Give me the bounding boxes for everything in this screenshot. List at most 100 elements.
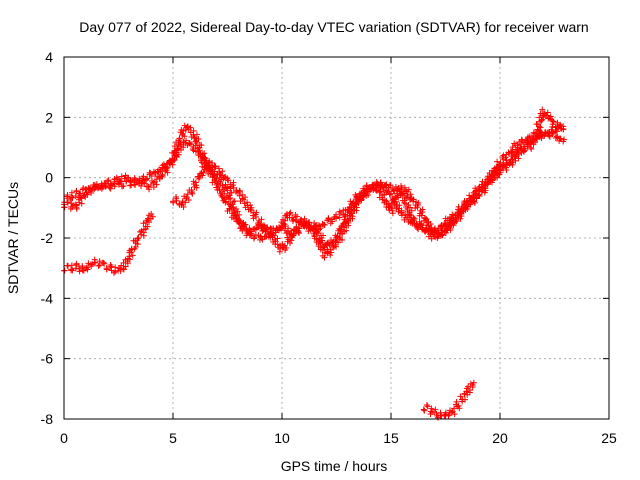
data-point: [494, 164, 501, 171]
data-points: [61, 106, 568, 421]
data-point: [181, 122, 188, 129]
x-tick-label: 0: [60, 430, 68, 446]
y-tick-label: 0: [45, 170, 53, 186]
data-point: [491, 165, 498, 172]
data-point: [105, 177, 112, 184]
data-point: [127, 177, 134, 184]
data-point: [389, 207, 396, 214]
data-point: [427, 410, 434, 417]
data-point: [560, 126, 567, 133]
data-point: [144, 223, 151, 230]
data-point: [217, 171, 224, 178]
data-point: [200, 168, 207, 175]
data-point: [103, 266, 110, 273]
data-point: [503, 162, 510, 169]
data-point: [226, 192, 233, 199]
data-point: [403, 194, 410, 201]
data-point: [234, 189, 241, 196]
data-point: [180, 128, 187, 135]
data-point: [227, 185, 234, 192]
data-point: [225, 196, 232, 203]
data-point: [145, 183, 152, 190]
data-point: [301, 222, 308, 229]
data-point: [453, 398, 460, 405]
data-point: [325, 215, 332, 222]
data-point: [482, 185, 489, 192]
data-point: [476, 191, 483, 198]
data-point: [124, 255, 131, 262]
data-point: [99, 259, 106, 266]
data-point: [420, 406, 427, 413]
data-point: [536, 134, 543, 141]
data-point: [169, 161, 176, 168]
data-point: [399, 191, 406, 198]
data-point: [259, 236, 266, 243]
data-point: [170, 199, 177, 206]
data-point: [280, 243, 287, 250]
data-point: [182, 126, 189, 133]
data-point: [391, 187, 398, 194]
data-point: [420, 217, 427, 224]
data-point: [542, 129, 549, 136]
data-point: [140, 220, 147, 227]
data-point: [195, 152, 202, 159]
data-point: [253, 213, 260, 220]
data-point: [462, 396, 469, 403]
data-point: [446, 407, 453, 414]
data-point: [307, 223, 314, 230]
data-point: [164, 164, 171, 171]
data-point: [494, 170, 501, 177]
data-point: [401, 197, 408, 204]
data-point: [470, 379, 477, 386]
data-point: [189, 145, 196, 152]
data-point: [73, 187, 80, 194]
data-point: [502, 154, 509, 161]
data-point: [230, 182, 237, 189]
data-point: [152, 178, 158, 185]
data-point: [509, 144, 516, 151]
data-point: [540, 110, 547, 117]
data-point: [321, 244, 328, 251]
data-point: [290, 232, 297, 239]
data-point: [459, 205, 466, 212]
data-point: [72, 192, 79, 199]
data-point: [514, 148, 521, 155]
data-point: [190, 134, 197, 141]
data-point: [196, 174, 203, 181]
data-point: [337, 226, 344, 233]
data-point: [467, 201, 474, 208]
data-point: [358, 196, 365, 203]
data-point: [489, 171, 496, 178]
data-point: [224, 177, 231, 184]
data-point: [181, 193, 188, 200]
data-point: [84, 264, 91, 271]
data-point: [286, 210, 293, 217]
data-point: [403, 188, 410, 195]
data-point: [560, 138, 567, 145]
data-point: [122, 263, 129, 270]
data-point: [146, 186, 153, 193]
data-point: [432, 406, 439, 413]
data-point: [289, 217, 296, 224]
data-point: [96, 258, 103, 265]
data-point: [191, 135, 198, 142]
data-point: [339, 230, 346, 237]
data-point: [129, 252, 136, 259]
data-point: [548, 116, 555, 123]
data-point: [211, 163, 218, 170]
data-point: [295, 227, 302, 234]
data-point: [445, 224, 452, 231]
data-point: [418, 212, 425, 219]
data-point: [384, 201, 391, 208]
data-point: [98, 185, 105, 192]
data-point: [194, 145, 201, 152]
data-point: [287, 240, 294, 247]
data-point: [107, 181, 114, 188]
data-point: [363, 182, 370, 189]
data-point: [417, 222, 424, 229]
data-point: [233, 213, 240, 220]
data-point: [91, 256, 98, 263]
data-point: [449, 408, 456, 415]
data-point: [321, 254, 328, 261]
data-point: [445, 412, 452, 419]
